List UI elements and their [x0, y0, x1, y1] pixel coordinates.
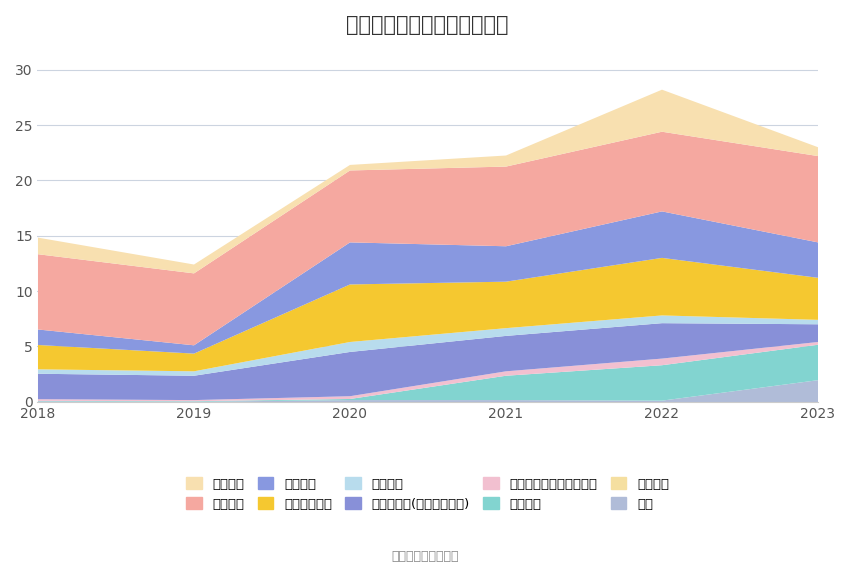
Title: 历年主要负债堆积图（亿元）: 历年主要负债堆积图（亿元）	[346, 15, 509, 35]
Legend: 短期借款, 应付账款, 合同负债, 应付职工薪酬, 应交税费, 其他应付款(含利息和股利), 一年内到期的非流动负债, 长期借款, 应付债券, 其它: 短期借款, 应付账款, 合同负债, 应付职工薪酬, 应交税费, 其他应付款(含利…	[181, 472, 674, 516]
Text: 数据来源：恒生聚源: 数据来源：恒生聚源	[391, 549, 459, 563]
